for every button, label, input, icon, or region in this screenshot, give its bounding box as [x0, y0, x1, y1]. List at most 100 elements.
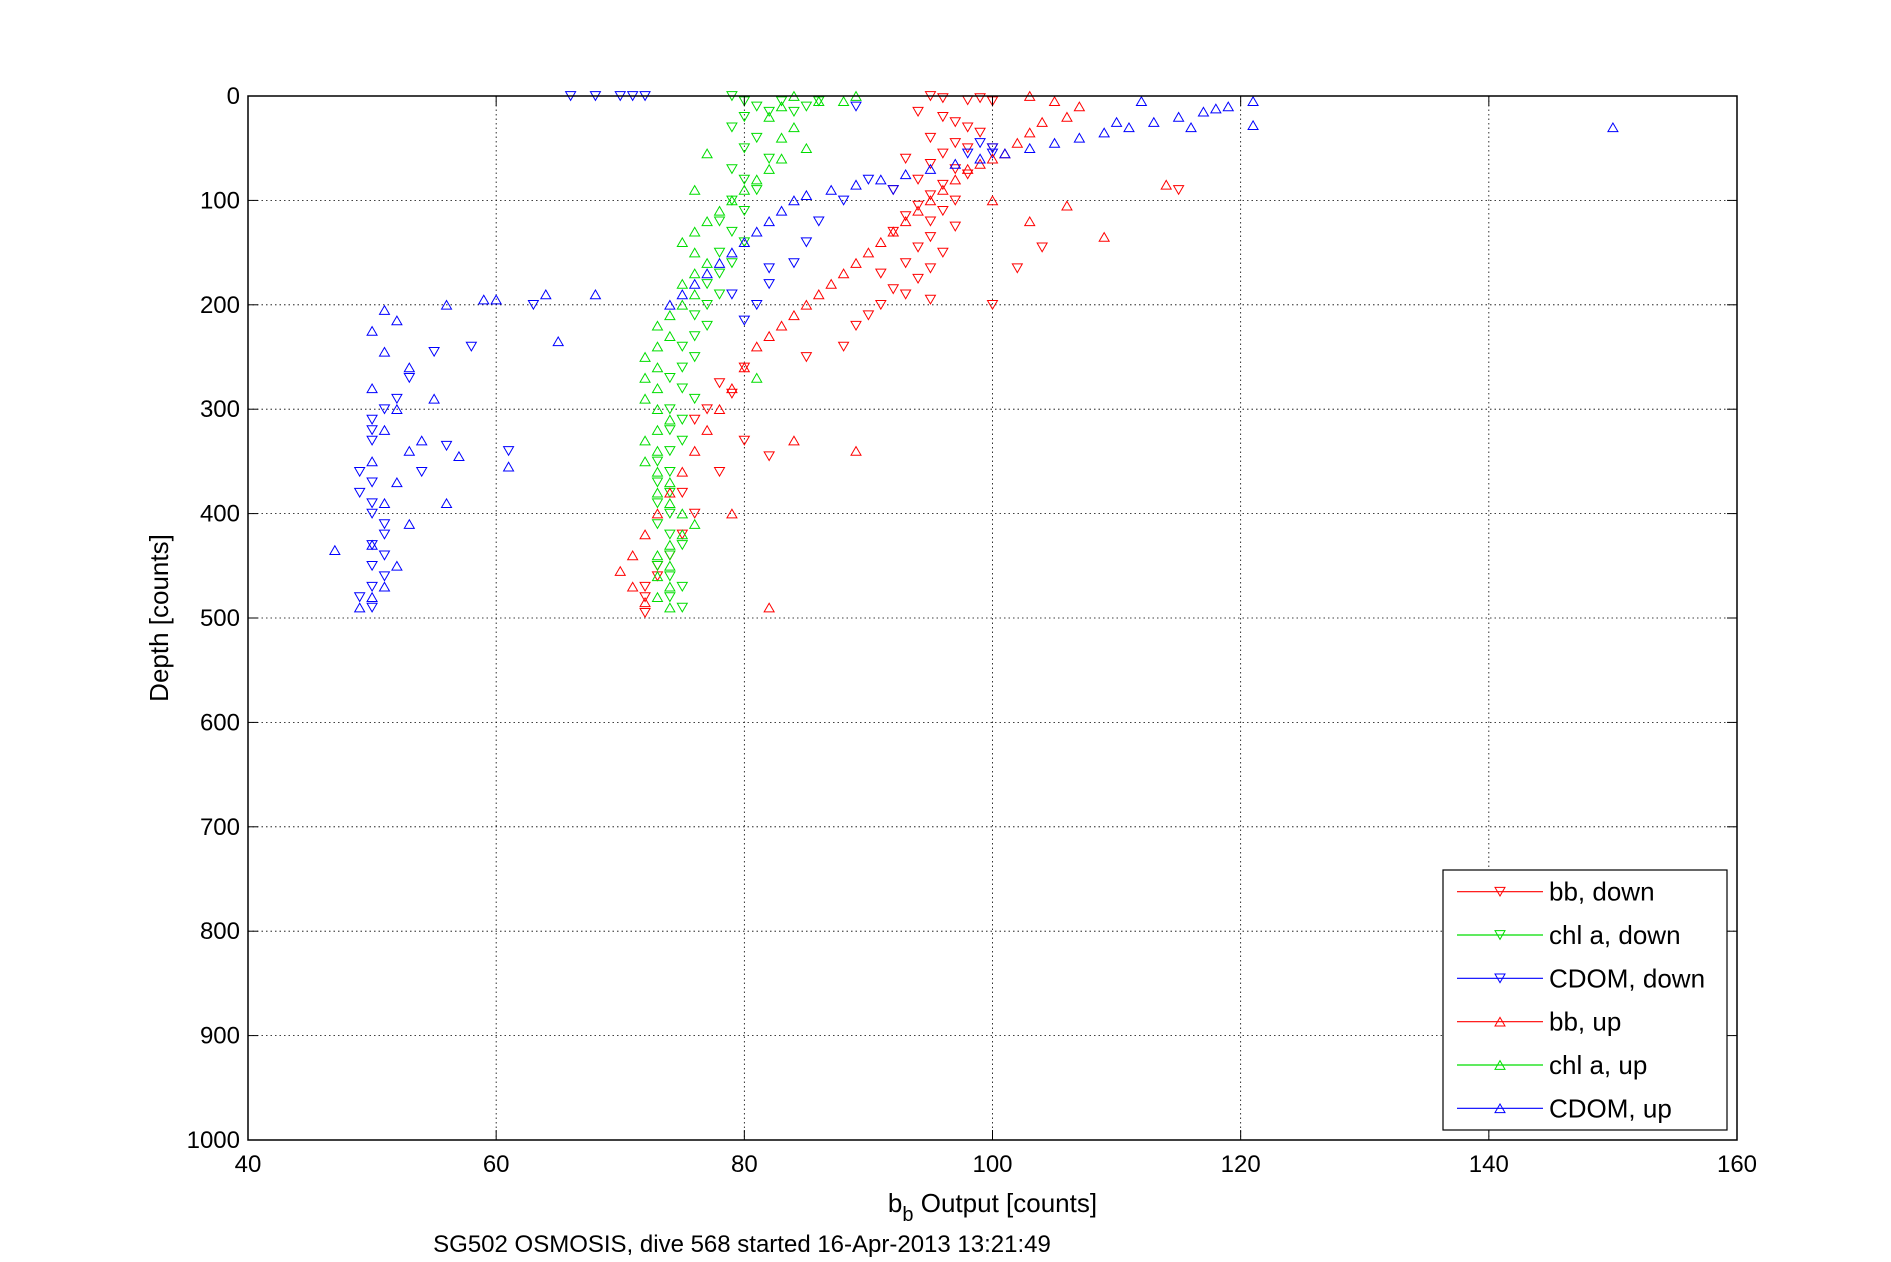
data-point	[713, 378, 726, 389]
legend-label: chl a, up	[1549, 1050, 1647, 1080]
series-4	[639, 90, 862, 613]
data-point	[378, 424, 391, 435]
data-point	[899, 211, 912, 222]
data-point	[899, 258, 912, 269]
data-point	[1098, 127, 1111, 138]
data-point	[651, 466, 664, 477]
data-point	[651, 477, 664, 488]
data-point	[1247, 95, 1259, 107]
y-tick-label: 300	[200, 396, 240, 423]
data-point	[366, 602, 378, 613]
data-point	[937, 184, 949, 195]
data-point	[664, 446, 676, 457]
data-point	[713, 216, 726, 227]
data-point	[750, 174, 763, 185]
data-point	[986, 148, 999, 159]
data-point	[1011, 137, 1024, 148]
data-point	[440, 299, 453, 310]
data-point	[713, 403, 726, 415]
data-point	[378, 346, 391, 357]
data-point	[912, 273, 924, 285]
data-point	[812, 216, 825, 227]
data-point	[688, 289, 701, 300]
data-point	[465, 341, 478, 352]
data-point	[378, 581, 391, 592]
data-point	[651, 550, 664, 561]
data-point	[639, 393, 651, 404]
data-point	[713, 268, 726, 279]
data-point	[391, 476, 403, 488]
data-point	[366, 508, 378, 519]
data-point	[887, 185, 900, 196]
data-point	[651, 382, 664, 394]
data-point	[676, 581, 689, 593]
data-point	[664, 581, 676, 592]
y-tick-label: 0	[227, 83, 240, 110]
data-point	[378, 404, 391, 415]
x-tick-label: 40	[235, 1151, 262, 1178]
data-point	[763, 602, 776, 613]
data-point	[800, 299, 813, 310]
x-axis-label: bb Output [counts]	[888, 1188, 1097, 1226]
data-point	[961, 148, 974, 159]
data-point	[986, 195, 999, 206]
series-3	[614, 90, 1173, 613]
data-point	[701, 320, 713, 332]
data-point	[366, 498, 378, 509]
data-point	[626, 581, 639, 592]
data-point	[1048, 95, 1061, 107]
y-tick-labels: 0 100 200 300 400 500 600 700 800 900 1000	[187, 83, 240, 1154]
data-point	[912, 205, 924, 216]
data-point	[763, 111, 776, 122]
data-point	[403, 362, 416, 373]
data-point	[527, 299, 540, 311]
data-point	[912, 200, 924, 211]
legend-label: bb, down	[1549, 877, 1655, 907]
data-point	[477, 294, 490, 305]
data-point	[502, 461, 515, 472]
data-point	[862, 310, 875, 321]
data-point	[1036, 116, 1048, 127]
data-point	[688, 414, 701, 425]
data-point	[1185, 121, 1197, 133]
data-point	[937, 93, 949, 104]
data-point	[688, 518, 701, 529]
data-point	[775, 132, 788, 143]
data-point	[664, 404, 676, 415]
y-tick-label: 700	[200, 814, 240, 841]
data-point	[664, 467, 676, 478]
data-point	[651, 508, 664, 519]
data-point	[1247, 119, 1259, 131]
data-point	[726, 382, 738, 394]
data-point	[1036, 242, 1048, 253]
data-point	[763, 106, 776, 117]
data-point	[974, 158, 986, 169]
data-point	[676, 466, 689, 477]
data-point	[812, 289, 825, 300]
data-point	[1172, 111, 1185, 122]
y-tick-label: 900	[200, 1023, 240, 1050]
x-axis-label-main: b	[888, 1188, 902, 1218]
data-point	[912, 174, 924, 185]
legend-label: bb, up	[1549, 1007, 1621, 1037]
data-point	[664, 425, 676, 436]
legend-marker	[1494, 973, 1506, 984]
data-point	[676, 362, 689, 373]
data-point	[639, 592, 651, 603]
data-point	[490, 294, 503, 305]
x-tick-label: 160	[1717, 1151, 1757, 1178]
data-point	[688, 310, 701, 321]
data-point	[726, 388, 738, 399]
data-points	[328, 90, 1619, 619]
data-point	[763, 163, 776, 174]
data-point	[713, 205, 726, 216]
data-point	[726, 289, 738, 300]
data-point	[391, 393, 403, 405]
data-point	[800, 142, 813, 154]
data-point	[949, 195, 962, 206]
data-point	[688, 445, 701, 456]
data-point	[676, 289, 689, 300]
data-point	[664, 539, 676, 550]
data-point	[713, 257, 726, 268]
data-point	[949, 138, 962, 149]
